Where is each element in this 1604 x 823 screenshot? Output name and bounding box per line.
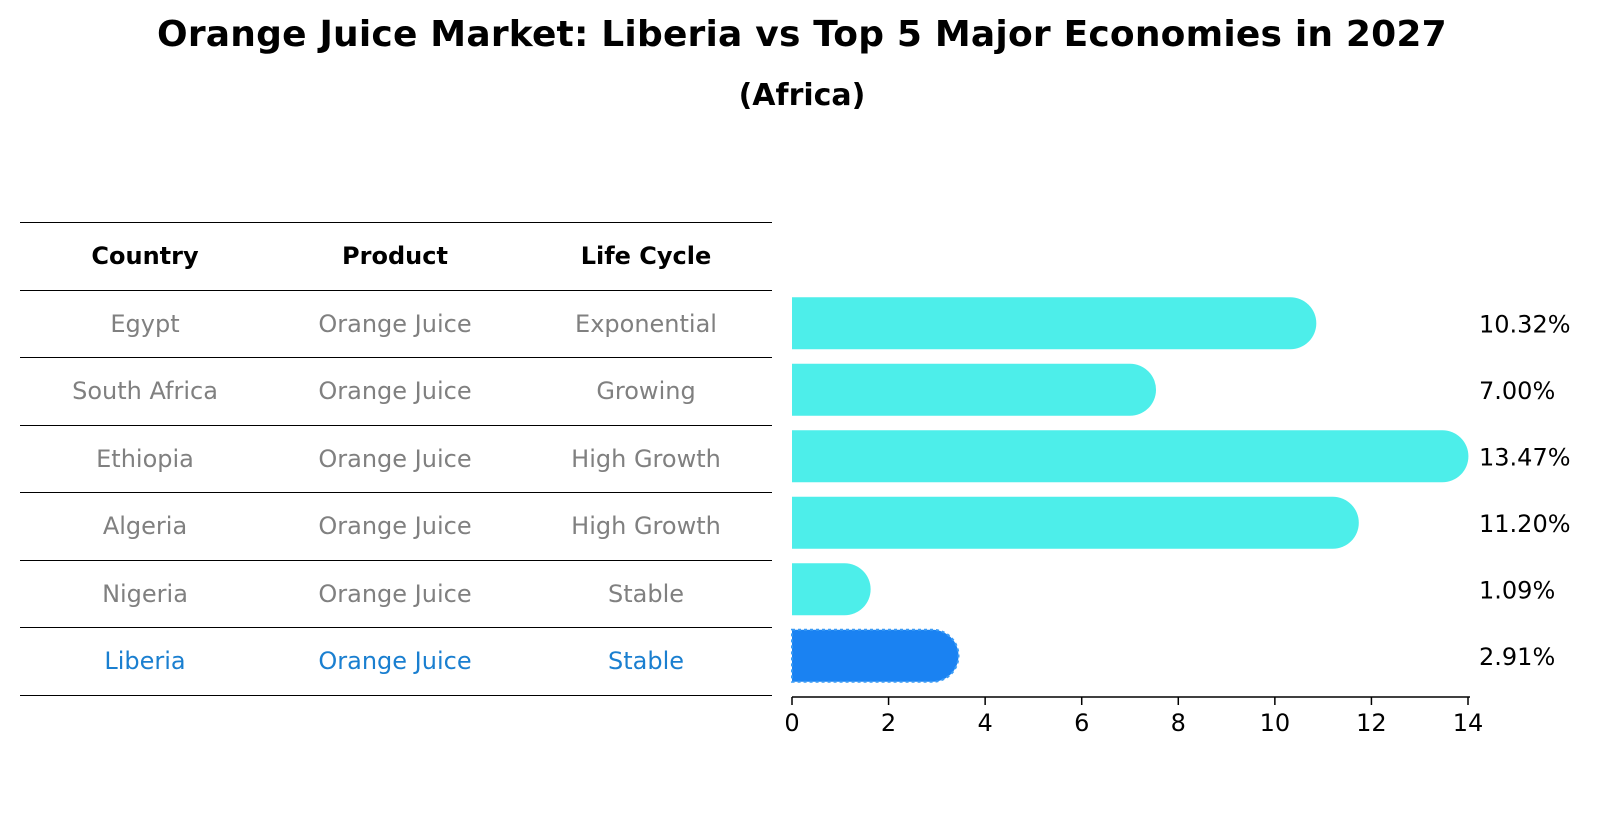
header-product: Product: [342, 242, 448, 270]
cell-country: Liberia: [104, 647, 186, 675]
value-label: 10.32%: [1479, 310, 1571, 338]
chart-subtitle: (Africa): [738, 78, 866, 113]
x-tick-label: 8: [1171, 709, 1186, 737]
table-row: South Africa Orange Juice Growing: [20, 357, 772, 425]
cell-country: Egypt: [110, 309, 180, 338]
value-label: 13.47%: [1479, 443, 1571, 471]
cell-life-cycle: Growing: [596, 377, 696, 405]
cell-life-cycle: Exponential: [575, 309, 717, 338]
table-row: Nigeria Orange Juice Stable: [20, 559, 772, 628]
value-label: 11.20%: [1479, 510, 1571, 538]
x-tick-label: 12: [1356, 709, 1387, 737]
cell-product: Orange Juice: [318, 512, 472, 540]
cell-life-cycle: High Growth: [571, 444, 721, 473]
bar-algeria: [792, 496, 1359, 549]
cell-life-cycle: Stable: [607, 579, 685, 608]
value-label: 7.00%: [1479, 377, 1555, 405]
bar-liberia: [791, 628, 960, 683]
table-header-row: Country Product Life Cycle: [20, 222, 772, 290]
bar-nigeria: [792, 563, 871, 616]
cell-country: Nigeria: [102, 579, 188, 608]
cell-product: Orange Juice: [318, 377, 472, 405]
table-row: Egypt Orange Juice Exponential: [20, 289, 772, 358]
header-country: Country: [91, 242, 199, 270]
cell-product: Orange Juice: [318, 309, 472, 338]
table-row-highlighted: Liberia Orange Juice Stable: [20, 627, 772, 696]
table-row: Algeria Orange Juice High Growth: [20, 492, 772, 560]
x-tick-label: 0: [784, 709, 799, 737]
header-life-cycle: Life Cycle: [580, 242, 712, 270]
cell-product: Orange Juice: [318, 579, 472, 608]
bar-south-africa: [792, 363, 1156, 416]
bar-ethiopia: [792, 430, 1469, 483]
x-tick-label: 10: [1260, 709, 1291, 737]
cell-product: Orange Juice: [318, 647, 472, 675]
x-tick-label: 14: [1453, 709, 1484, 737]
x-tick-label: 2: [881, 709, 896, 737]
value-label: 1.09%: [1479, 576, 1555, 604]
value-label: 2.91%: [1479, 643, 1555, 671]
bar-egypt: [792, 297, 1317, 350]
x-tick-label: 6: [1074, 709, 1089, 737]
cell-life-cycle: High Growth: [571, 512, 721, 540]
cell-country: Algeria: [102, 512, 188, 540]
cell-product: Orange Juice: [318, 444, 472, 473]
cell-country: Ethiopia: [96, 444, 194, 473]
chart-title: Orange Juice Market: Liberia vs Top 5 Ma…: [157, 14, 1447, 55]
country-table: Country Product Life Cycle Egypt Orange …: [20, 222, 772, 696]
table-row: Ethiopia Orange Juice High Growth: [20, 424, 772, 493]
cell-country: South Africa: [72, 377, 218, 405]
x-tick-label: 4: [978, 709, 993, 737]
cell-life-cycle: Stable: [607, 647, 685, 675]
